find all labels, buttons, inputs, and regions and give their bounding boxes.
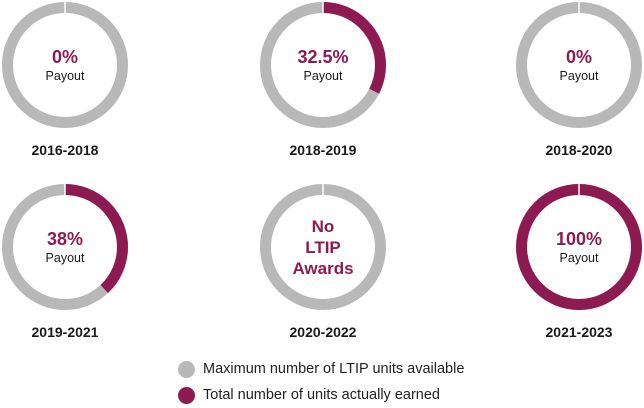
donut-center-value: 100% bbox=[556, 229, 602, 249]
legend-item-available: Maximum number of LTIP units available bbox=[178, 356, 464, 382]
period-label: 2018-2019 bbox=[290, 142, 357, 158]
legend-swatch-earned bbox=[178, 386, 195, 404]
period-label: 2019-2021 bbox=[32, 324, 99, 340]
donut-2016-2018: 0% Payout 2016-2018 bbox=[2, 2, 128, 158]
donut-center-sub: Payout bbox=[560, 69, 599, 83]
period-label: 2020-2022 bbox=[290, 324, 357, 340]
donut-2018-2019: 32.5% Payout 2018-2019 bbox=[260, 2, 386, 158]
legend-label-available: Maximum number of LTIP units available bbox=[203, 361, 465, 377]
donut-center-value: 38% bbox=[47, 229, 83, 249]
legend-label-earned: Total number of units actually earned bbox=[203, 387, 440, 403]
donut-center-sub: Payout bbox=[560, 251, 599, 265]
legend-item-earned: Total number of units actually earned bbox=[178, 382, 464, 408]
period-label: 2018-2020 bbox=[546, 142, 613, 158]
donut-2018-2020: 0% Payout 2018-2020 bbox=[516, 2, 642, 158]
donut-2021-2023: 100% Payout 2021-2023 bbox=[516, 184, 642, 340]
donut-center-line: Awards bbox=[292, 259, 353, 278]
period-label: 2021-2023 bbox=[546, 324, 613, 340]
donut-center-line: LTIP bbox=[305, 238, 341, 257]
donut-center-value: 32.5% bbox=[297, 47, 348, 67]
legend: Maximum number of LTIP units available T… bbox=[178, 356, 464, 408]
donut-center-value: 0% bbox=[566, 47, 592, 67]
donut-center-line: No bbox=[312, 217, 335, 236]
legend-swatch-available bbox=[178, 360, 195, 378]
donut-2020-2022: No LTIP Awards 2020-2022 bbox=[260, 184, 386, 340]
donut-center-sub: Payout bbox=[46, 69, 85, 83]
donut-center-value: 0% bbox=[52, 47, 78, 67]
donut-center-sub: Payout bbox=[304, 69, 343, 83]
period-label: 2016-2018 bbox=[32, 142, 99, 158]
donut-center-sub: Payout bbox=[46, 251, 85, 265]
donut-2019-2021: 38% Payout 2019-2021 bbox=[2, 184, 128, 340]
